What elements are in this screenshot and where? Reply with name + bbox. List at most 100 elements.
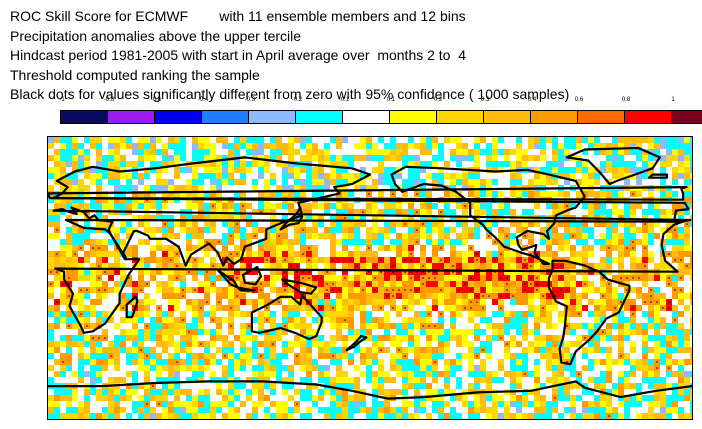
grid-cell: [684, 149, 690, 155]
grid-cell: [630, 149, 636, 155]
grid-cell: [162, 203, 168, 209]
grid-cell: [486, 251, 492, 257]
grid-cell: [66, 149, 72, 155]
grid-cell: [654, 215, 660, 221]
grid-cell: [162, 311, 168, 317]
grid-cell: [438, 323, 444, 329]
grid-cell: [690, 359, 692, 365]
grid-cell: [690, 347, 692, 353]
grid-cell: [576, 395, 582, 401]
grid-cell: [690, 317, 692, 323]
grid-cell: [516, 329, 522, 335]
grid-cell: [360, 179, 366, 185]
grid-cell: [636, 203, 642, 209]
grid-cell: [270, 239, 276, 245]
grid-cell: [570, 371, 576, 377]
grid-cell: [114, 161, 120, 167]
grid-cell: [618, 155, 624, 161]
grid-cell: [450, 413, 456, 419]
grid-cell: [690, 371, 692, 377]
grid-cell: [576, 413, 582, 419]
grid-cell: [312, 257, 318, 263]
grid-cell: [468, 257, 474, 263]
grid-cell: [156, 173, 162, 179]
significance-dot: [182, 295, 184, 297]
grid-cell: [234, 305, 240, 311]
grid-cell: [582, 203, 588, 209]
significance-dot: [386, 295, 388, 297]
grid-cell: [552, 161, 558, 167]
grid-cell: [138, 203, 144, 209]
grid-cell: [528, 287, 534, 293]
grid-cell: [486, 353, 492, 359]
grid-cell: [372, 221, 378, 227]
grid-cell: [228, 377, 234, 383]
significance-dot: [602, 331, 604, 333]
grid-cell: [150, 335, 156, 341]
grid-cell: [576, 143, 582, 149]
grid-cell: [486, 263, 492, 269]
grid-cell: [588, 329, 594, 335]
significance-dot: [344, 277, 346, 279]
grid-cell: [318, 293, 324, 299]
grid-cell: [108, 317, 114, 323]
significance-dot: [650, 289, 652, 291]
grid-cell: [552, 371, 558, 377]
grid-cell: [432, 239, 438, 245]
grid-cell: [408, 317, 414, 323]
grid-cell: [414, 347, 420, 353]
grid-cell: [678, 203, 684, 209]
grid-cell: [276, 353, 282, 359]
significance-dot: [272, 343, 274, 345]
significance-dot: [266, 307, 268, 309]
significance-dot: [482, 349, 484, 351]
grid-cell: [516, 377, 522, 383]
significance-dot: [374, 265, 376, 267]
grid-cell: [600, 305, 606, 311]
significance-dot: [674, 319, 676, 321]
grid-cell: [144, 395, 150, 401]
grid-cell: [300, 323, 306, 329]
grid-cell: [228, 293, 234, 299]
grid-cell: [582, 407, 588, 413]
grid-cell: [222, 221, 228, 227]
grid-cell: [426, 317, 432, 323]
grid-cell: [126, 161, 132, 167]
grid-cell: [510, 359, 516, 365]
grid-cell: [348, 407, 354, 413]
grid-cell: [456, 251, 462, 257]
grid-cell: [630, 209, 636, 215]
grid-cell: [264, 341, 270, 347]
grid-cell: [216, 161, 222, 167]
grid-cell: [288, 191, 294, 197]
significance-dot: [440, 313, 442, 315]
grid-cell: [390, 209, 396, 215]
grid-cell: [480, 395, 486, 401]
grid-cell: [216, 305, 222, 311]
grid-cell: [126, 389, 132, 395]
significance-dot: [434, 271, 436, 273]
grid-cell: [582, 257, 588, 263]
grid-cell: [354, 287, 360, 293]
grid-cell: [432, 395, 438, 401]
grid-cell: [642, 335, 648, 341]
grid-cell: [516, 383, 522, 389]
grid-cell: [384, 227, 390, 233]
grid-cell: [360, 395, 366, 401]
significance-dot: [56, 301, 58, 303]
grid-cell: [216, 275, 222, 281]
grid-cell: [402, 329, 408, 335]
grid-cell: [480, 257, 486, 263]
significance-dot: [188, 331, 190, 333]
grid-cell: [630, 323, 636, 329]
grid-cell: [654, 203, 660, 209]
grid-cell: [360, 323, 366, 329]
grid-cell: [360, 401, 366, 407]
grid-cell: [60, 179, 66, 185]
grid-cell: [546, 353, 552, 359]
grid-cell: [366, 311, 372, 317]
grid-cell: [282, 245, 288, 251]
grid-cell: [66, 401, 72, 407]
grid-cell: [480, 299, 486, 305]
grid-cell: [630, 137, 636, 143]
